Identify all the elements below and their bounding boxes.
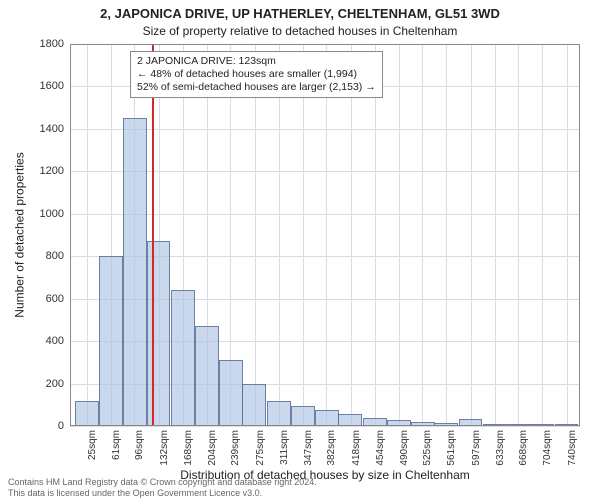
xtick-label: 561sqm	[446, 430, 457, 466]
annotation-box: 2 JAPONICA DRIVE: 123sqm ← 48% of detach…	[130, 51, 383, 98]
chart-title: 2, JAPONICA DRIVE, UP HATHERLEY, CHELTEN…	[0, 6, 600, 21]
histogram-bar	[171, 290, 195, 426]
xtick-label: 704sqm	[542, 430, 553, 466]
histogram-bar	[195, 326, 219, 426]
gridline-v	[279, 44, 280, 426]
gridline-v	[399, 44, 400, 426]
gridline-v	[567, 44, 568, 426]
ytick-label: 600	[46, 293, 64, 305]
histogram-bar	[555, 424, 579, 426]
reference-line	[152, 44, 154, 426]
xtick-label: 275sqm	[255, 430, 266, 466]
ytick-label: 800	[46, 250, 64, 262]
xtick-label: 382sqm	[326, 430, 337, 466]
ytick-label: 1400	[40, 123, 64, 135]
histogram-bar	[242, 384, 266, 426]
gridline-v	[495, 44, 496, 426]
ytick-label: 1800	[40, 38, 64, 50]
gridline-h	[70, 426, 580, 427]
xtick-label: 132sqm	[159, 430, 170, 466]
ytick-label: 1600	[40, 80, 64, 92]
gridline-v	[446, 44, 447, 426]
ytick-label: 400	[46, 335, 64, 347]
gridline-v	[542, 44, 543, 426]
xtick-label: 668sqm	[518, 430, 529, 466]
annotation-line3: 52% of semi-detached houses are larger (…	[137, 81, 376, 94]
xtick-label: 740sqm	[567, 430, 578, 466]
histogram-bar	[219, 360, 243, 426]
histogram-bar	[147, 241, 171, 426]
histogram-bar	[291, 406, 315, 426]
gridline-v	[303, 44, 304, 426]
histogram-bar	[315, 410, 339, 426]
xtick-label: 168sqm	[183, 430, 194, 466]
chart-footer: Contains HM Land Registry data © Crown c…	[8, 477, 317, 498]
gridline-v	[422, 44, 423, 426]
xtick-label: 490sqm	[399, 430, 410, 466]
gridline-h	[70, 44, 580, 45]
footer-line1: Contains HM Land Registry data © Crown c…	[8, 477, 317, 487]
ytick-label: 1200	[40, 165, 64, 177]
histogram-bar	[99, 256, 123, 426]
chart-subtitle: Size of property relative to detached ho…	[0, 24, 600, 38]
histogram-bar	[267, 401, 291, 426]
footer-line2: This data is licensed under the Open Gov…	[8, 488, 317, 498]
xtick-label: 525sqm	[422, 430, 433, 466]
ytick-label: 0	[58, 420, 64, 432]
gridline-v	[87, 44, 88, 426]
histogram-bar	[483, 424, 507, 426]
histogram-bar	[387, 420, 411, 426]
gridline-v	[518, 44, 519, 426]
gridline-v	[326, 44, 327, 426]
gridline-v	[351, 44, 352, 426]
xtick-label: 418sqm	[351, 430, 362, 466]
histogram-bar	[75, 401, 99, 426]
histogram-bar	[507, 424, 531, 426]
gridline-v	[375, 44, 376, 426]
gridline-v	[471, 44, 472, 426]
xtick-label: 597sqm	[471, 430, 482, 466]
histogram-bar	[123, 118, 147, 426]
xtick-label: 204sqm	[207, 430, 218, 466]
histogram-bar	[411, 422, 435, 426]
xtick-label: 25sqm	[87, 430, 98, 460]
annotation-line1: 2 JAPONICA DRIVE: 123sqm	[137, 55, 376, 68]
annotation-line2: ← 48% of detached houses are smaller (1,…	[137, 68, 376, 81]
y-axis-label: Number of detached properties	[12, 44, 28, 426]
ytick-label: 1000	[40, 208, 64, 220]
xtick-label: 311sqm	[279, 430, 290, 465]
plot-region: 02004006008001000120014001600180025sqm61…	[70, 44, 580, 426]
histogram-bar	[459, 419, 483, 426]
xtick-label: 61sqm	[111, 430, 122, 460]
histogram-bar	[530, 424, 554, 426]
xtick-label: 239sqm	[230, 430, 241, 466]
histogram-bar	[363, 418, 387, 426]
ytick-label: 200	[46, 378, 64, 390]
gridline-v	[255, 44, 256, 426]
plot-area: 02004006008001000120014001600180025sqm61…	[70, 44, 580, 426]
xtick-label: 454sqm	[375, 430, 386, 466]
histogram-bar	[434, 423, 458, 426]
histogram-bar	[338, 414, 362, 426]
xtick-label: 633sqm	[495, 430, 506, 466]
xtick-label: 96sqm	[134, 430, 145, 460]
xtick-label: 347sqm	[303, 430, 314, 466]
